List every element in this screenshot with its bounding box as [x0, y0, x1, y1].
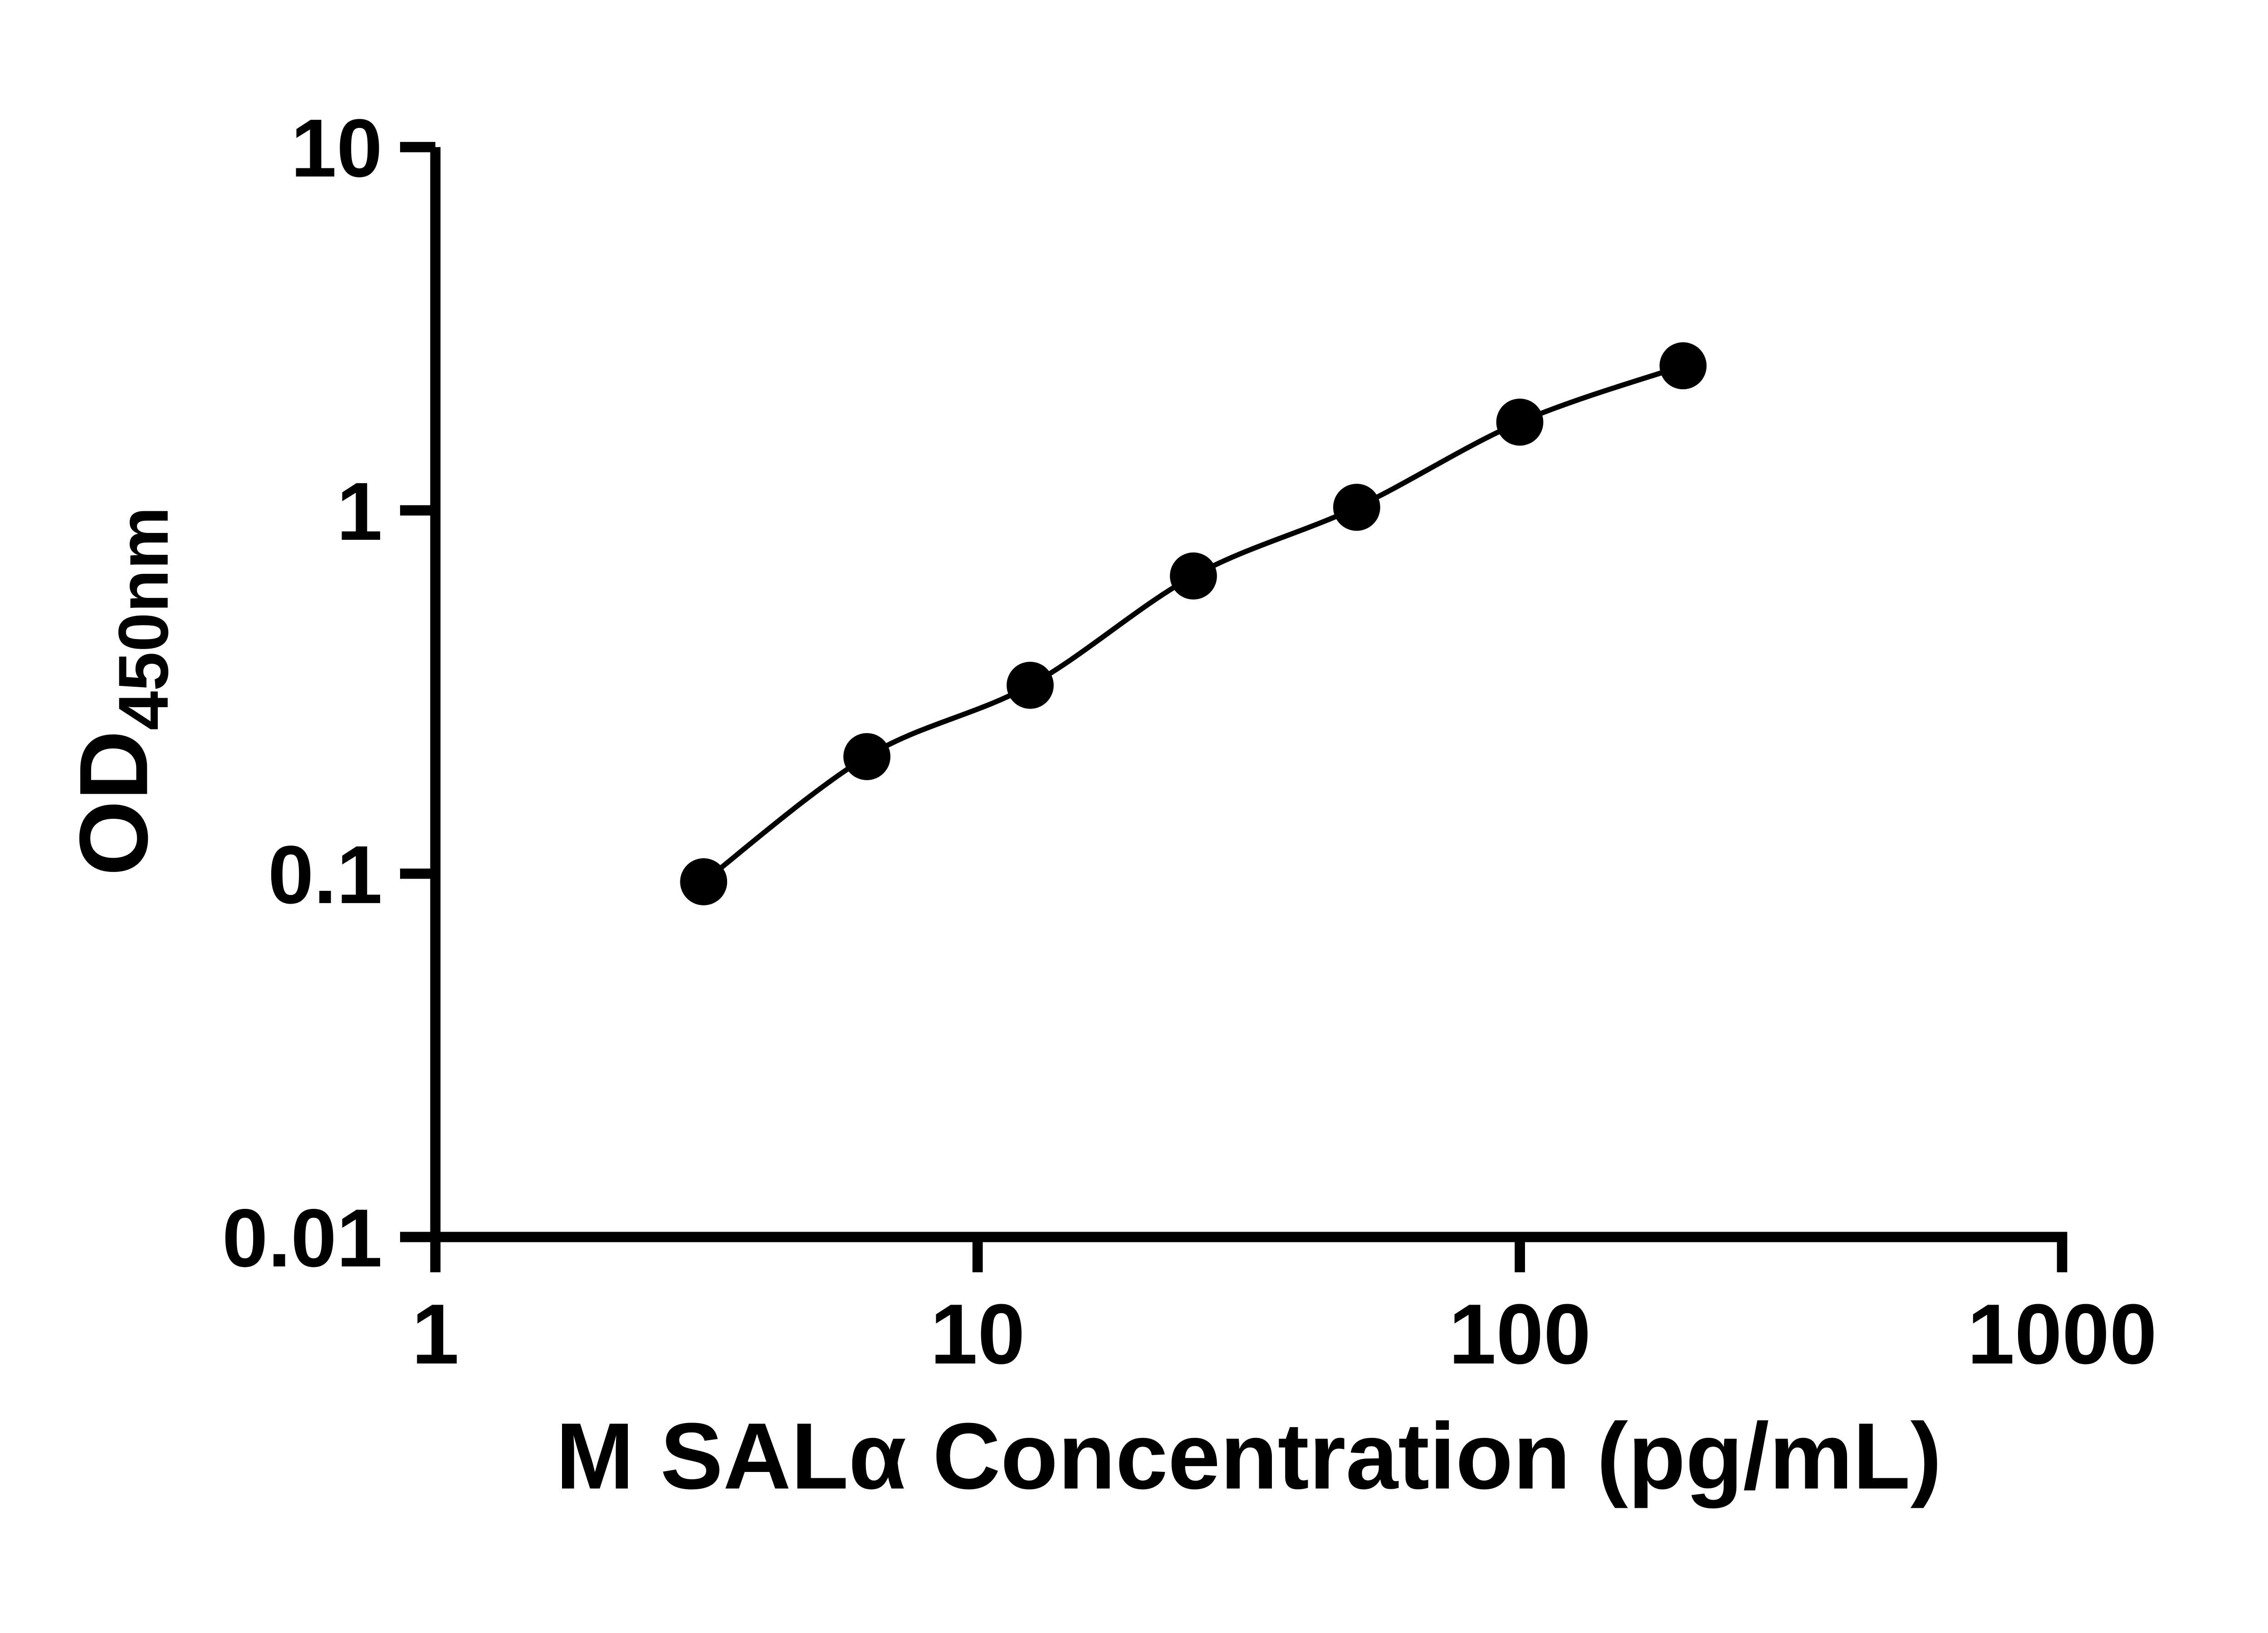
y-tick-label: 1 — [337, 466, 382, 557]
axes — [400, 142, 2068, 1272]
y-axis-title-main: OD — [59, 730, 168, 876]
data-point — [1496, 398, 1544, 446]
x-axis-title: M SALα Concentration (pg/mL) — [556, 1403, 1942, 1508]
y-tick-label: 10 — [291, 103, 382, 194]
elisa-standard-curve-chart: 1 10 100 1000 0.01 0.1 1 10 M SALα Concentratio… — [59, 103, 2157, 1509]
x-tick-label: 10 — [930, 1286, 1025, 1382]
data-point — [1659, 342, 1707, 390]
y-axis-title: OD450nm — [59, 507, 182, 876]
fit-curve — [702, 363, 1684, 884]
plot-area: 1 10 100 1000 0.01 0.1 1 10 M SALα Concentratio… — [59, 103, 2157, 1509]
data-point — [1007, 661, 1054, 709]
data-point — [1170, 552, 1217, 600]
data-point — [843, 733, 891, 780]
y-axis-title-subscript: 450nm — [104, 507, 183, 730]
data-series — [680, 342, 1707, 905]
y-tick-label: 0.01 — [222, 1193, 382, 1284]
x-tick-label: 100 — [1449, 1286, 1591, 1382]
y-tick-label: 0.1 — [268, 829, 382, 921]
data-point — [1333, 484, 1380, 531]
x-tick-label: 1000 — [1967, 1286, 2157, 1382]
tick-labels: 1 10 100 1000 0.01 0.1 1 10 — [222, 103, 2157, 1382]
x-tick-label: 1 — [411, 1286, 459, 1382]
data-point — [680, 858, 728, 905]
